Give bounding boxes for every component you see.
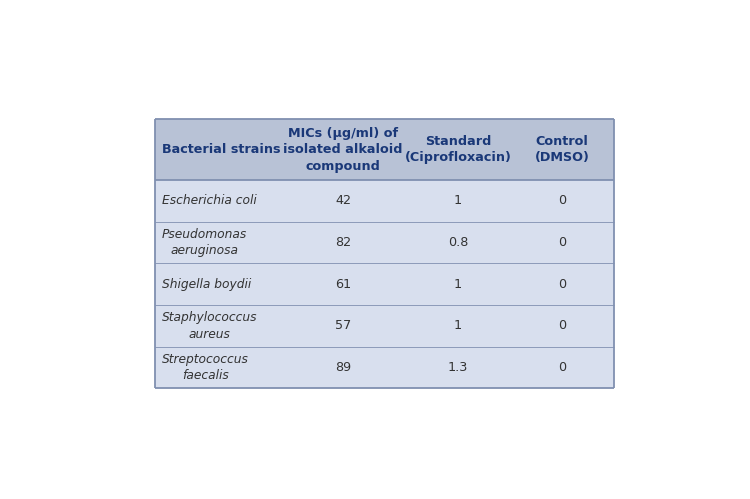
Bar: [154, 180, 614, 222]
Text: 1: 1: [454, 319, 462, 332]
Text: Bacterial strains: Bacterial strains: [162, 143, 280, 156]
Bar: [154, 305, 614, 347]
Text: 42: 42: [335, 194, 351, 207]
Text: 0: 0: [558, 194, 566, 207]
Text: 89: 89: [335, 361, 351, 374]
Text: Shigella boydii: Shigella boydii: [162, 277, 251, 291]
Text: MICs (μg/ml) of
isolated alkaloid
compound: MICs (μg/ml) of isolated alkaloid compou…: [284, 127, 403, 173]
Bar: [154, 222, 614, 263]
Text: 0: 0: [558, 361, 566, 374]
Text: Escherichia coli: Escherichia coli: [162, 194, 256, 207]
Text: Streptococcus
faecalis: Streptococcus faecalis: [162, 353, 249, 382]
Text: 1: 1: [454, 194, 462, 207]
Text: 1.3: 1.3: [448, 361, 468, 374]
Text: 0: 0: [558, 277, 566, 291]
Text: 0.8: 0.8: [448, 236, 468, 249]
Text: Staphylococcus
aureus: Staphylococcus aureus: [162, 311, 257, 341]
Text: Pseudomonas
aeruginosa: Pseudomonas aeruginosa: [162, 228, 247, 257]
Text: 57: 57: [335, 319, 351, 332]
Bar: [154, 347, 614, 388]
Text: 61: 61: [335, 277, 351, 291]
Bar: [154, 263, 614, 305]
Text: Standard
(Ciprofloxacin): Standard (Ciprofloxacin): [404, 135, 512, 165]
Text: 0: 0: [558, 319, 566, 332]
Bar: [154, 119, 614, 180]
Text: 1: 1: [454, 277, 462, 291]
Text: 82: 82: [335, 236, 351, 249]
Text: 0: 0: [558, 236, 566, 249]
Text: Control
(DMSO): Control (DMSO): [535, 135, 590, 165]
